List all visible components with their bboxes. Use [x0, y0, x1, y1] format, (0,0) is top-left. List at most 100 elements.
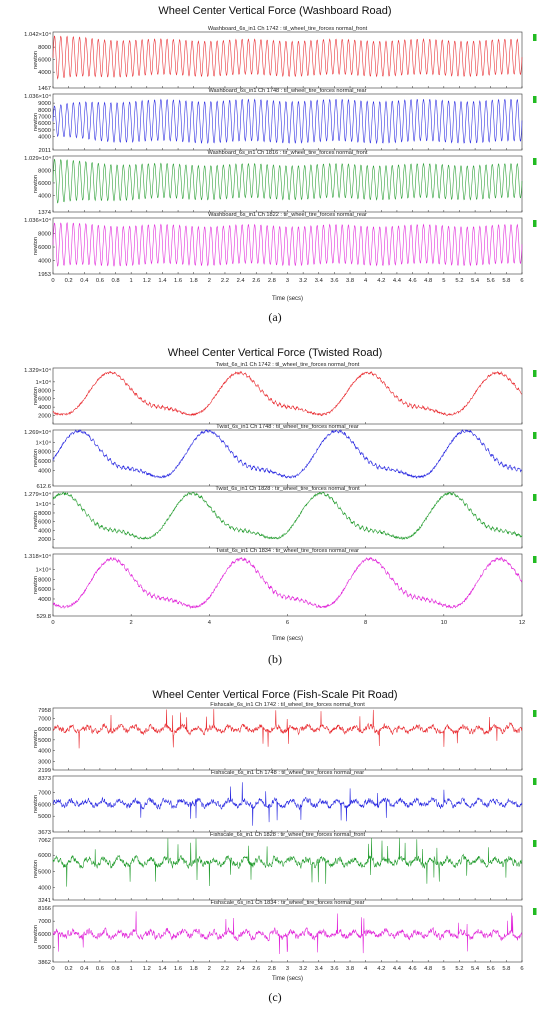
y-tick-label: 4000 [38, 70, 51, 76]
panel-title: Twist_6s_in1 Ch 1834 : tir_wheel_tire_fo… [216, 548, 359, 554]
y-tick-label: 1×10⁴ [35, 567, 51, 574]
x-axis-label: Time (secs) [272, 296, 303, 302]
x-tick-label: 0.8 [112, 278, 120, 284]
panel-1-3: Twist_6s_in1 Ch 1834 : tir_wheel_tire_fo… [24, 548, 537, 626]
y-tick-label: 8000 [38, 450, 51, 456]
x-tick-label: 5.8 [502, 966, 510, 972]
channel-marker [533, 710, 537, 717]
panel-title: Twist_6s_in1 Ch 1828 : tir_wheel_tire_fo… [215, 486, 360, 492]
y-tick-label: 1×10⁴ [35, 439, 51, 446]
series-line [52, 911, 523, 955]
y-tick-label: 2000 [38, 537, 51, 543]
y-tick-label: 6000 [38, 58, 51, 64]
x-tick-label: 1.2 [143, 966, 151, 972]
x-tick-label: 6 [286, 620, 289, 626]
x-tick-label: 2.4 [237, 966, 246, 972]
x-tick-label: 4.4 [393, 278, 402, 284]
x-tick-label: 4.6 [409, 966, 417, 972]
x-tick-label: 2.8 [268, 966, 276, 972]
y-axis-label: newton [33, 449, 39, 467]
panel-title: Washboard_6s_in1 Ch 1822 : tir_wheel_tir… [208, 212, 367, 218]
y-tick-label: 6000 [38, 245, 51, 251]
y-tick-label: 2000 [38, 414, 51, 420]
x-tick-label: 0.6 [96, 278, 104, 284]
y-tick-label: 4000 [38, 597, 51, 603]
y-tick-label: 3000 [38, 759, 51, 765]
y-max-label: 1.042×10⁴ [24, 31, 51, 38]
x-axis-label: Time (secs) [272, 976, 303, 982]
x-tick-label: 2 [208, 278, 211, 284]
x-tick-label: 2.6 [252, 278, 260, 284]
x-tick-label: 0.2 [65, 966, 73, 972]
y-tick-label: 8000 [38, 511, 51, 517]
y-tick-label: 6000 [38, 587, 51, 593]
figure-a-title: Wheel Center Vertical Force (Washboard R… [158, 5, 392, 17]
x-tick-label: 1.2 [143, 278, 151, 284]
x-tick-label: 0.2 [65, 278, 73, 284]
y-tick-label: 4000 [38, 135, 51, 141]
x-tick-label: 5.6 [487, 278, 495, 284]
x-tick-label: 3.6 [330, 278, 338, 284]
series-line [52, 370, 523, 417]
panel-title: Washboard_6s_in1 Ch 1748 : til_wheel_tir… [208, 88, 366, 94]
y-tick-label: 4000 [38, 468, 51, 474]
x-tick-label: 1.6 [174, 966, 182, 972]
y-tick-label: 7000 [38, 919, 51, 925]
x-tick-label: 1 [130, 966, 133, 972]
panel-frame [52, 429, 523, 487]
x-tick-label: 6 [520, 966, 523, 972]
panel-0-1: Washboard_6s_in1 Ch 1748 : til_wheel_tir… [24, 88, 537, 154]
y-tick-label: 6000 [38, 520, 51, 526]
y-tick-label: 5000 [38, 814, 51, 820]
panel-frame [52, 707, 523, 771]
channel-marker [533, 432, 537, 439]
x-tick-label: 4 [364, 278, 368, 284]
y-max-label: 1.329×10⁴ [24, 367, 51, 374]
y-axis-label: newton [33, 237, 39, 255]
y-tick-label: 7000 [38, 716, 51, 722]
y-axis-label: newton [33, 113, 39, 131]
y-max-label: 1.036×10⁴ [24, 217, 51, 224]
panel-1-1: Twist_6s_in1 Ch 1748 : til_wheel_tire_fo… [24, 424, 537, 490]
channel-marker [533, 494, 537, 501]
y-min-label: 3241 [38, 898, 51, 904]
series-line [52, 556, 523, 610]
x-tick-label: 8 [364, 620, 367, 626]
channel-marker [533, 908, 537, 915]
y-tick-label: 8000 [38, 577, 51, 583]
y-tick-label: 7000 [38, 790, 51, 796]
x-tick-label: 2.4 [237, 278, 246, 284]
y-axis-label: newton [33, 175, 39, 193]
y-tick-label: 8000 [38, 108, 51, 114]
x-tick-label: 4.2 [377, 278, 385, 284]
series-line [52, 837, 523, 887]
panel-title: Twist_6s_in1 Ch 1748 : til_wheel_tire_fo… [216, 424, 359, 430]
panel-1-0: Twist_6s_in1 Ch 1742 : til_wheel_tire_fo… [24, 362, 537, 425]
x-tick-label: 5 [442, 966, 445, 972]
channel-marker [533, 840, 537, 847]
y-tick-label: 5000 [38, 869, 51, 875]
y-tick-label: 4000 [38, 258, 51, 264]
y-max-label: 8373 [38, 776, 51, 782]
x-tick-label: 0.4 [80, 966, 89, 972]
y-min-label: 1467 [38, 86, 51, 92]
panel-title: Washboard_6s_in1 Ch 1742 : til_wheel_tir… [208, 26, 368, 32]
y-tick-label: 6000 [38, 121, 51, 127]
y-tick-label: 7000 [38, 115, 51, 121]
figure-c-title: Wheel Center Vertical Force (Fish-Scale … [152, 689, 398, 701]
channel-marker [533, 370, 537, 377]
series-line [52, 221, 523, 267]
x-tick-label: 2.6 [252, 966, 260, 972]
x-tick-label: 5.2 [455, 966, 463, 972]
y-min-label: 1374 [38, 210, 52, 216]
x-tick-label: 4.2 [377, 966, 385, 972]
y-max-label: 1.269×10⁴ [24, 429, 51, 436]
series-line [52, 429, 522, 479]
channel-marker [533, 220, 537, 227]
x-axis-label: Time (secs) [272, 636, 303, 642]
y-tick-label: 5000 [38, 738, 51, 744]
y-tick-label: 6000 [38, 853, 51, 859]
y-max-label: 1.279×10⁴ [24, 491, 51, 498]
y-tick-label: 8000 [38, 388, 51, 394]
y-tick-label: 6000 [38, 802, 51, 808]
